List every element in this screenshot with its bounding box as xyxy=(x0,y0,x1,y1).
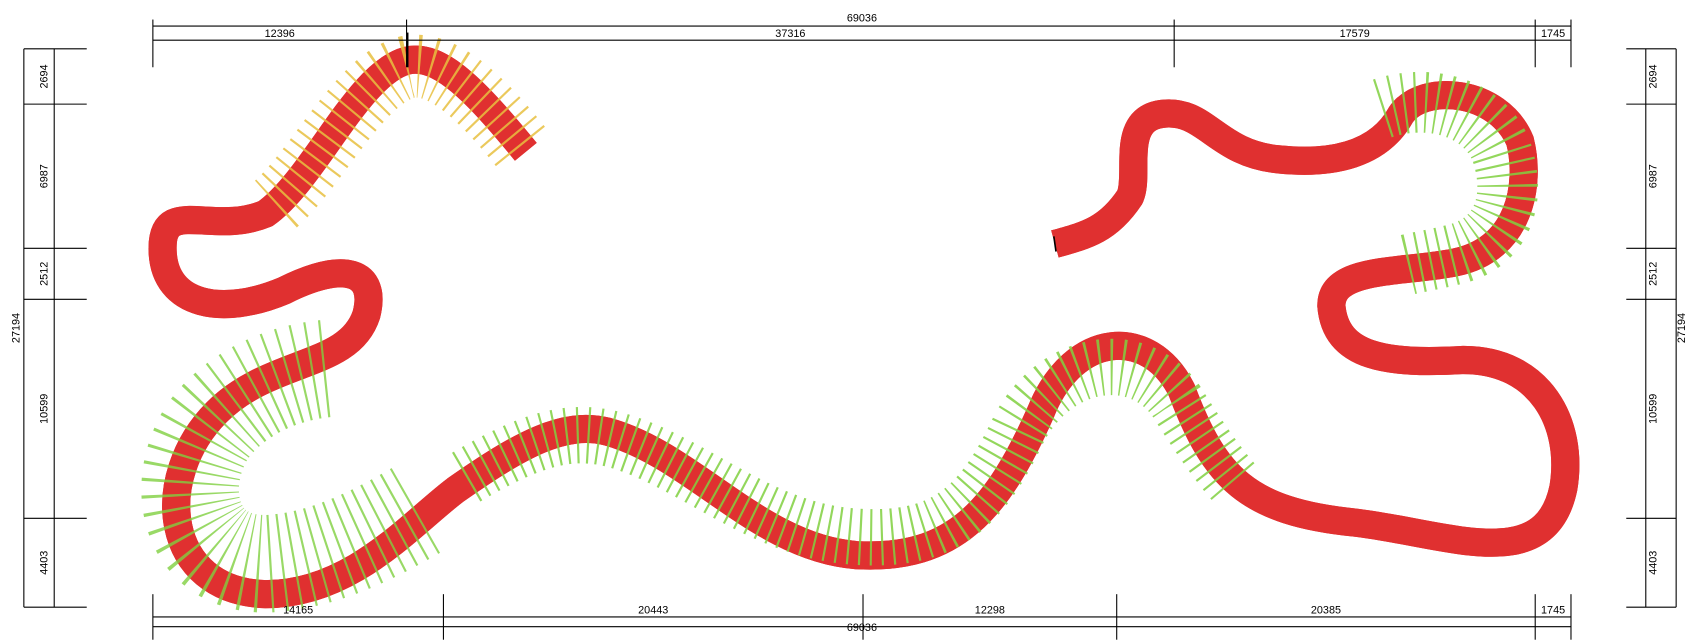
dimension-label: 14165 xyxy=(283,605,313,617)
dimension-label: 12298 xyxy=(975,605,1005,617)
dimension-label: 4403 xyxy=(1648,551,1660,575)
dimension-label: 1745 xyxy=(1541,605,1565,617)
river-plan xyxy=(141,32,1566,613)
dimension-label: 1745 xyxy=(1541,28,1565,40)
dimension-label: 6987 xyxy=(1648,164,1660,188)
dimension-label: 2512 xyxy=(1648,262,1660,286)
dimension-label: 27194 xyxy=(1676,313,1688,343)
hatch-yellow xyxy=(250,34,545,233)
dimension-label: 20443 xyxy=(638,605,668,617)
dimension-label: 20385 xyxy=(1311,605,1341,617)
dimension-label: 2512 xyxy=(39,262,51,286)
dimension-label: 2694 xyxy=(39,64,51,88)
dimension-label: 69036 xyxy=(847,13,877,25)
river-end xyxy=(1053,236,1057,252)
dimensions: 69036 12396 37316 17579 1745 69036 14165 20443 1… xyxy=(11,13,1688,640)
dimension-label: 37316 xyxy=(775,28,805,40)
dimension-label: 10599 xyxy=(1648,394,1660,424)
dimension-label: 12396 xyxy=(265,28,295,40)
hatch-green-mid xyxy=(451,338,1256,566)
dimension-label: 17579 xyxy=(1340,28,1370,40)
dimension-label: 4403 xyxy=(39,551,51,575)
dimension-label: 69036 xyxy=(847,622,877,634)
dimension-label: 10599 xyxy=(39,394,51,424)
dimension-label: 27194 xyxy=(11,313,23,343)
river-inner xyxy=(163,60,1566,595)
dimension-label: 2694 xyxy=(1648,64,1660,88)
dimension-label: 6987 xyxy=(39,164,51,188)
